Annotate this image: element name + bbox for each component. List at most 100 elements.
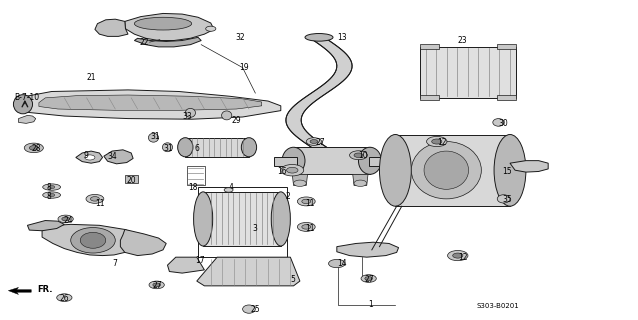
Text: 31: 31	[163, 144, 173, 153]
Text: 27: 27	[152, 281, 162, 290]
Ellipse shape	[177, 138, 193, 157]
Ellipse shape	[80, 232, 106, 248]
Text: 15: 15	[502, 167, 512, 176]
Polygon shape	[27, 220, 64, 231]
Ellipse shape	[432, 139, 442, 144]
Bar	[497, 95, 516, 100]
Text: 20: 20	[127, 176, 137, 185]
Bar	[198, 187, 287, 257]
Ellipse shape	[57, 294, 72, 301]
Ellipse shape	[149, 133, 159, 142]
Ellipse shape	[354, 153, 363, 157]
Ellipse shape	[350, 151, 367, 160]
Ellipse shape	[205, 26, 216, 31]
Polygon shape	[510, 161, 548, 172]
Text: 17: 17	[195, 256, 205, 265]
Ellipse shape	[163, 143, 173, 152]
Ellipse shape	[497, 195, 510, 203]
Text: S303-B0201: S303-B0201	[477, 303, 519, 309]
Ellipse shape	[24, 143, 43, 153]
Ellipse shape	[193, 192, 212, 246]
Polygon shape	[42, 224, 140, 256]
Ellipse shape	[354, 180, 367, 187]
Ellipse shape	[43, 184, 61, 190]
Text: FR.: FR.	[38, 284, 53, 293]
Ellipse shape	[91, 197, 100, 201]
Text: 27: 27	[316, 138, 325, 147]
Bar	[420, 44, 439, 50]
Text: 1: 1	[369, 300, 373, 309]
Polygon shape	[121, 229, 167, 256]
Text: B-7-10: B-7-10	[15, 93, 40, 102]
Ellipse shape	[297, 222, 315, 231]
Ellipse shape	[359, 147, 382, 174]
Polygon shape	[95, 19, 128, 36]
Polygon shape	[168, 257, 204, 273]
Polygon shape	[337, 242, 399, 257]
Text: 12: 12	[458, 253, 467, 262]
Text: 8: 8	[47, 192, 51, 201]
Text: 2: 2	[286, 192, 291, 201]
Ellipse shape	[13, 95, 33, 114]
Ellipse shape	[361, 275, 376, 282]
Polygon shape	[104, 150, 133, 164]
Text: 32: 32	[235, 33, 244, 42]
Text: 35: 35	[502, 195, 512, 204]
Ellipse shape	[310, 140, 318, 143]
Ellipse shape	[58, 215, 73, 223]
Text: 33: 33	[182, 113, 192, 122]
Text: 21: 21	[87, 73, 96, 82]
Ellipse shape	[286, 167, 298, 173]
Ellipse shape	[185, 108, 195, 117]
Polygon shape	[76, 151, 103, 163]
Text: 6: 6	[195, 144, 200, 153]
Ellipse shape	[29, 146, 38, 150]
Ellipse shape	[224, 188, 233, 192]
Ellipse shape	[494, 134, 526, 206]
Text: 22: 22	[140, 38, 149, 47]
Text: 13: 13	[337, 33, 346, 42]
Ellipse shape	[281, 164, 304, 176]
Ellipse shape	[48, 186, 55, 189]
Ellipse shape	[43, 192, 61, 198]
Text: 11: 11	[95, 198, 105, 207]
Text: 8: 8	[47, 183, 51, 192]
Ellipse shape	[62, 217, 70, 221]
Text: 34: 34	[108, 152, 117, 161]
Ellipse shape	[135, 17, 191, 30]
Bar	[369, 157, 385, 166]
Text: 19: 19	[239, 63, 249, 72]
Ellipse shape	[242, 305, 255, 313]
Bar	[420, 47, 516, 98]
Ellipse shape	[241, 138, 256, 157]
Bar	[185, 138, 249, 157]
Polygon shape	[135, 37, 201, 47]
Text: 3: 3	[252, 224, 257, 233]
Polygon shape	[8, 287, 31, 294]
Ellipse shape	[302, 225, 311, 229]
Text: 9: 9	[84, 151, 88, 160]
Text: 28: 28	[31, 144, 41, 153]
Ellipse shape	[282, 147, 305, 174]
Text: 29: 29	[231, 116, 241, 125]
Text: 11: 11	[305, 224, 315, 233]
Ellipse shape	[71, 228, 115, 253]
Text: 25: 25	[250, 305, 260, 314]
Text: 23: 23	[458, 36, 468, 45]
Text: 27: 27	[365, 275, 375, 284]
Text: 18: 18	[188, 183, 198, 192]
Ellipse shape	[412, 141, 481, 199]
Ellipse shape	[424, 151, 468, 189]
Bar	[203, 192, 281, 246]
Text: 16: 16	[278, 167, 287, 176]
Bar	[420, 95, 439, 100]
Ellipse shape	[153, 283, 161, 287]
Ellipse shape	[427, 136, 447, 147]
Polygon shape	[125, 13, 214, 41]
Bar	[125, 175, 138, 183]
Text: 24: 24	[63, 216, 73, 225]
Ellipse shape	[453, 253, 463, 258]
Ellipse shape	[365, 276, 373, 280]
Bar	[274, 157, 297, 166]
Text: 5: 5	[290, 275, 295, 284]
